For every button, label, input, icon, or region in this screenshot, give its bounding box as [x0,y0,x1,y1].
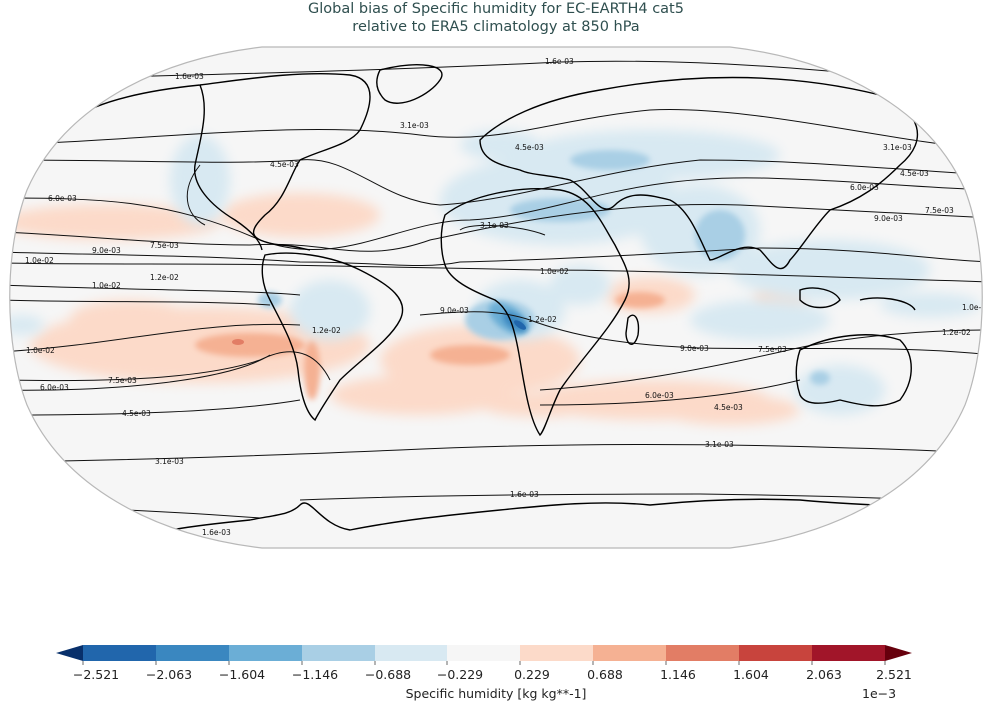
colorbar-segment [593,645,666,661]
svg-text:7.5e-03: 7.5e-03 [925,206,954,215]
colorbar-tick: 0.688 [587,667,623,682]
map-interior: 1.6e-03 1.6e-03 1.6e-03 1.6e-03 3.1e-03 … [9,47,991,548]
colorbar-tick: −0.688 [364,667,412,682]
svg-text:1.2e-02: 1.2e-02 [312,326,341,335]
bias-fill [9,130,980,425]
colorbar-segment [447,645,520,661]
colorbar-extend-high [885,645,912,661]
svg-text:4.5e-03: 4.5e-03 [122,409,151,418]
svg-text:1.0e-02: 1.0e-02 [962,303,991,312]
coastlines [69,64,951,548]
svg-text:7.5e-03: 7.5e-03 [758,345,787,354]
svg-text:7.5e-03: 7.5e-03 [108,376,137,385]
colorbar-tick: 1.146 [660,667,696,682]
svg-text:1.6e-03: 1.6e-03 [510,490,539,499]
svg-text:3.1e-03: 3.1e-03 [883,143,912,152]
svg-text:4.5e-03: 4.5e-03 [515,143,544,152]
colorbar-label: Specific humidity [kg kg**-1] [405,686,587,701]
svg-text:3.1e-03: 3.1e-03 [705,440,734,449]
title-line-2: relative to ERA5 climatology at 850 hPa [352,19,640,35]
title-line-1: Global bias of Specific humidity for EC-… [308,1,684,17]
svg-text:3.1e-03: 3.1e-03 [155,457,184,466]
contour-labels: 1.6e-03 1.6e-03 1.6e-03 1.6e-03 3.1e-03 … [25,57,991,537]
svg-text:7.5e-03: 7.5e-03 [150,241,179,250]
colorbar-tick: 2.063 [806,667,842,682]
map-plot: 1.6e-03 1.6e-03 1.6e-03 1.6e-03 3.1e-03 … [9,46,991,549]
colorbar-exponent: 1e−3 [862,686,897,701]
svg-text:6.0e-03: 6.0e-03 [645,391,674,400]
colorbar-tick: −0.229 [436,667,484,682]
colorbar-tick: 2.521 [876,667,912,682]
svg-text:9.0e-03: 9.0e-03 [680,344,709,353]
svg-text:9.0e-03: 9.0e-03 [92,246,121,255]
colorbar-segment [520,645,593,661]
svg-text:3.1e-03: 3.1e-03 [480,221,509,230]
colorbar-tick: −2.063 [145,667,193,682]
svg-text:1.2e-02: 1.2e-02 [942,328,971,337]
map-boundary [9,46,983,549]
svg-text:1.0e-02: 1.0e-02 [26,346,55,355]
colorbar-segment [229,645,302,661]
colorbar-segment [83,645,156,661]
svg-text:9.0e-03: 9.0e-03 [874,214,903,223]
svg-text:1.6e-03: 1.6e-03 [545,57,574,66]
colorbar-tick: −1.604 [218,667,266,682]
svg-text:1.0e-02: 1.0e-02 [25,256,54,265]
svg-text:1.6e-03: 1.6e-03 [175,72,204,81]
svg-text:3.1e-03: 3.1e-03 [400,121,429,130]
colorbar-segment [375,645,447,661]
colorbar-extend-low [56,645,83,661]
chart-title: Global bias of Specific humidity for EC-… [0,0,992,36]
colorbar-tick: −1.146 [291,667,339,682]
colorbar-segment [156,645,229,661]
colorbar-segment [666,645,739,661]
svg-text:1.0e-02: 1.0e-02 [540,267,569,276]
svg-text:4.5e-03: 4.5e-03 [270,160,299,169]
svg-text:4.5e-03: 4.5e-03 [714,403,743,412]
svg-text:1.2e-02: 1.2e-02 [528,315,557,324]
svg-text:1.0e-02: 1.0e-02 [92,281,121,290]
colorbar-tick: −2.521 [72,667,120,682]
svg-text:9.0e-03: 9.0e-03 [440,306,469,315]
colorbar-segment [739,645,812,661]
colorbar-tick: 1.604 [733,667,769,682]
colorbar-tick: 0.229 [514,667,550,682]
svg-text:1.6e-03: 1.6e-03 [202,528,231,537]
svg-text:6.0e-03: 6.0e-03 [48,194,77,203]
svg-text:4.5e-03: 4.5e-03 [900,169,929,178]
svg-text:1.2e-02: 1.2e-02 [150,273,179,282]
colorbar-segment [812,645,885,661]
colorbar-segment [302,645,375,661]
colorbar [56,645,912,665]
svg-text:6.0e-03: 6.0e-03 [40,383,69,392]
svg-text:6.0e-03: 6.0e-03 [850,183,879,192]
